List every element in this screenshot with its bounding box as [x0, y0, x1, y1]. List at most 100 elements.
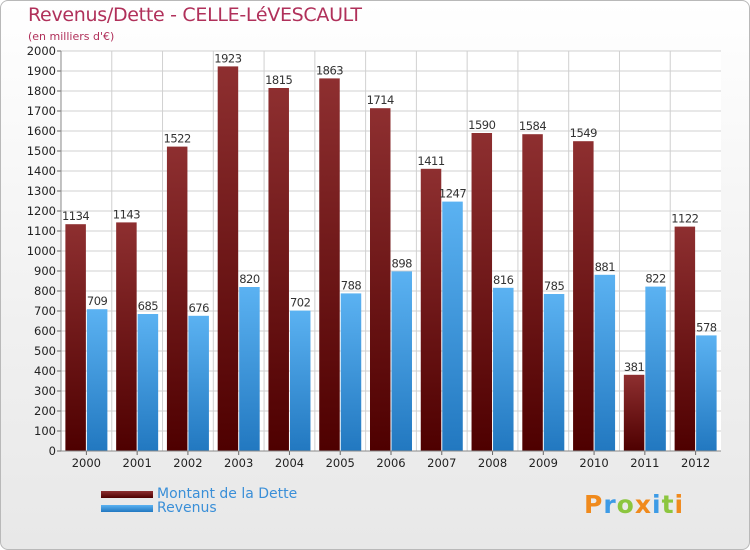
logo-letter: t	[661, 490, 675, 519]
data-label-dette: 1815	[265, 73, 292, 87]
x-tick-label: 2000	[72, 456, 101, 470]
x-tick-label: 2001	[123, 456, 152, 470]
bar-revenus	[696, 335, 717, 451]
y-tick-label: 1200	[27, 204, 56, 218]
bar-revenus	[594, 274, 616, 451]
data-label-dette: 381	[624, 360, 645, 374]
y-tick-label: 1100	[27, 224, 56, 238]
bar-revenus	[493, 287, 514, 451]
bar-dette	[573, 141, 594, 451]
bar-dette	[268, 88, 289, 451]
data-label-dette: 1143	[113, 207, 140, 221]
data-label-dette: 1584	[519, 119, 546, 133]
data-label-dette: 1411	[417, 154, 444, 168]
bar-dette	[471, 133, 493, 451]
data-label-dette: 1122	[671, 212, 698, 226]
bar-revenus	[543, 294, 565, 451]
bar-dette	[370, 108, 391, 451]
data-label-revenus: 785	[544, 279, 565, 293]
chart-title: Revenus/Dette - CELLE-LéVESCAULT	[28, 4, 362, 26]
bar-revenus	[137, 314, 159, 451]
data-label-dette: 1549	[570, 126, 597, 140]
data-label-dette: 1522	[164, 132, 191, 146]
y-tick-label: 1400	[27, 164, 56, 178]
data-label-revenus: 788	[341, 278, 362, 292]
bar-revenus	[188, 315, 209, 451]
y-tick-label: 1800	[27, 84, 56, 98]
bar-dette	[623, 374, 645, 451]
y-tick-label: 1300	[27, 184, 56, 198]
x-tick-label: 2005	[326, 456, 355, 470]
x-tick-label: 2009	[529, 456, 558, 470]
bar-dette	[319, 78, 340, 452]
bar-dette	[674, 226, 696, 451]
y-tick-label: 300	[34, 384, 56, 398]
logo-letter: r	[603, 490, 617, 519]
y-tick-label: 2000	[27, 44, 56, 58]
data-label-revenus: 881	[595, 260, 616, 274]
data-label-revenus: 898	[392, 256, 413, 270]
data-label-dette: 1863	[316, 63, 343, 77]
bar-dette	[420, 168, 442, 452]
bar-dette	[522, 134, 543, 451]
bar-dette	[166, 146, 188, 451]
bar-revenus	[645, 286, 666, 451]
data-label-dette: 1714	[367, 93, 394, 107]
chart-subtitle: (en milliers d'€)	[28, 30, 115, 43]
bars: 1134 709 1143 685 1522 676 1923 820 1815 702 1863 7…	[62, 51, 717, 452]
y-tick-label: 900	[34, 264, 56, 278]
data-label-revenus: 820	[239, 272, 260, 286]
data-label-dette: 1923	[214, 51, 241, 65]
axes: 0 100 200 300 400 500 600 700 800 900 1000 1100 1200…	[27, 44, 721, 470]
y-tick-label: 500	[34, 344, 56, 358]
y-tick-label: 700	[34, 304, 56, 318]
data-label-revenus: 685	[138, 299, 159, 313]
y-tick-label: 100	[34, 424, 56, 438]
data-label-revenus: 816	[493, 273, 514, 287]
logo-letter: i	[674, 490, 685, 519]
y-tick-label: 800	[34, 284, 56, 298]
data-label-revenus: 578	[696, 320, 717, 334]
y-tick-label: 0	[49, 444, 56, 458]
y-tick-label: 1900	[27, 64, 56, 78]
y-tick-label: 1600	[27, 124, 56, 138]
data-label-revenus: 676	[188, 301, 209, 315]
logo-letter: P	[584, 490, 604, 519]
bar-revenus	[442, 201, 463, 451]
x-tick-label: 2003	[224, 456, 253, 470]
x-tick-label: 2010	[579, 456, 608, 470]
x-tick-label: 2006	[376, 456, 405, 470]
bar-revenus	[239, 287, 260, 451]
logo-letter: o	[616, 490, 635, 519]
logo-letter: x	[634, 490, 652, 519]
bar-revenus	[86, 309, 108, 451]
x-tick-label: 2007	[427, 456, 456, 470]
legend-label-dette: Montant de la Dette	[157, 486, 298, 502]
y-tick-label: 1000	[27, 244, 56, 258]
x-tick-label: 2011	[630, 456, 659, 470]
bar-dette	[116, 222, 137, 451]
x-tick-label: 2002	[173, 456, 202, 470]
logo-letter: i	[652, 490, 662, 519]
legend-swatch-revenus	[101, 505, 153, 512]
bar-revenus	[289, 310, 311, 451]
proxiti-logo: Proxiti	[584, 490, 684, 519]
legend-swatch-dette	[101, 491, 153, 498]
x-tick-label: 2008	[478, 456, 507, 470]
y-tick-label: 1700	[27, 104, 56, 118]
y-tick-label: 1500	[27, 144, 56, 158]
data-label-revenus: 709	[87, 294, 108, 308]
x-tick-label: 2004	[275, 456, 304, 470]
bar-dette	[217, 66, 239, 452]
data-label-dette: 1590	[468, 118, 495, 132]
data-label-revenus: 822	[645, 272, 666, 286]
data-label-revenus: 702	[290, 296, 311, 310]
x-tick-label: 2012	[681, 456, 710, 470]
bar-revenus	[340, 293, 362, 451]
y-tick-label: 600	[34, 324, 56, 338]
bar-revenus	[391, 271, 412, 451]
data-label-dette: 1134	[62, 209, 89, 223]
bar-dette	[65, 224, 86, 451]
